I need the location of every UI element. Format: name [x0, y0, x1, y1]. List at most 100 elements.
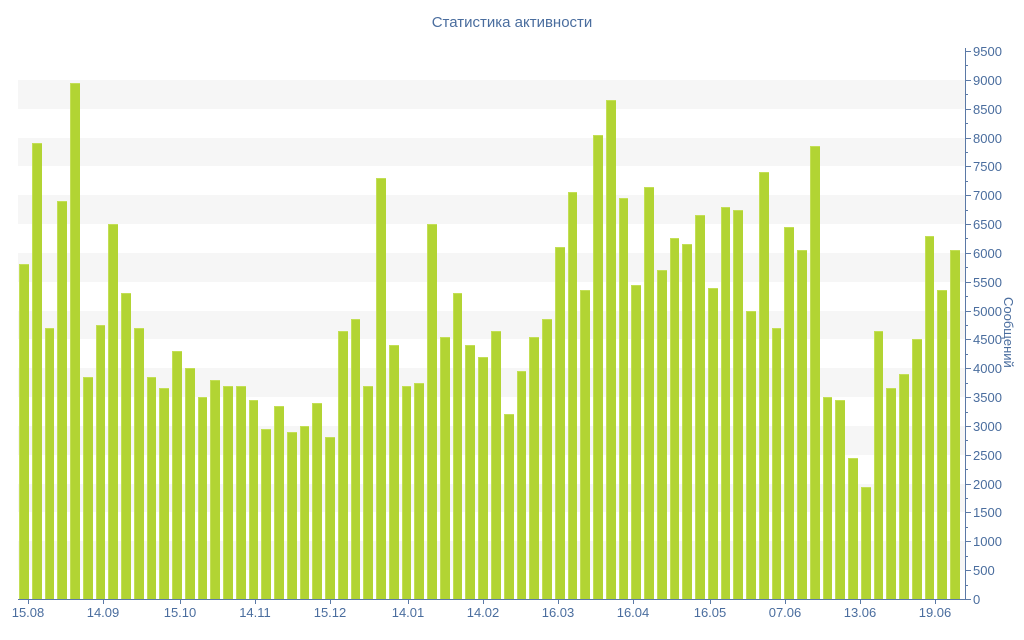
y-tick-label: 2500	[973, 447, 1002, 463]
bar[interactable]	[593, 134, 603, 599]
bar[interactable]	[44, 327, 55, 599]
y-tick	[965, 541, 971, 543]
y-tick-label: 1500	[973, 505, 1002, 521]
bar[interactable]	[911, 339, 922, 599]
x-tick	[408, 600, 409, 604]
bar[interactable]	[223, 385, 233, 599]
bar[interactable]	[478, 356, 488, 599]
bar[interactable]	[937, 290, 948, 599]
bar[interactable]	[248, 399, 259, 599]
bar[interactable]	[299, 425, 310, 599]
y-tick	[965, 79, 971, 81]
bar[interactable]	[108, 224, 119, 599]
bar[interactable]	[542, 319, 552, 599]
bar[interactable]	[184, 368, 195, 599]
bar[interactable]	[491, 330, 501, 599]
y-tick	[965, 108, 971, 110]
bar[interactable]	[235, 385, 246, 599]
bar[interactable]	[682, 244, 693, 599]
x-tick	[255, 600, 256, 604]
bar[interactable]	[172, 350, 182, 599]
bar[interactable]	[452, 293, 463, 599]
y-tick	[965, 123, 968, 125]
y-tick	[965, 180, 968, 182]
y-tick-label: 5500	[973, 274, 1002, 290]
bar[interactable]	[822, 397, 833, 599]
bar[interactable]	[618, 198, 629, 599]
bar[interactable]	[414, 382, 425, 599]
bar[interactable]	[465, 345, 476, 599]
y-tick	[965, 209, 968, 211]
bar[interactable]	[886, 388, 897, 599]
bar[interactable]	[31, 143, 42, 599]
bar[interactable]	[899, 374, 909, 599]
bar[interactable]	[733, 209, 744, 599]
y-tick	[965, 584, 968, 586]
bar[interactable]	[644, 186, 654, 599]
y-tick-label: 6500	[973, 217, 1002, 233]
y-tick-label: 9500	[973, 44, 1002, 59]
bar[interactable]	[631, 284, 642, 599]
bar[interactable]	[57, 200, 68, 599]
bar[interactable]	[656, 270, 667, 599]
bar[interactable]	[809, 146, 820, 599]
bar[interactable]	[388, 345, 399, 599]
y-axis-title: Сообщений	[1001, 297, 1016, 368]
bar[interactable]	[567, 192, 578, 599]
bar[interactable]	[261, 428, 272, 599]
x-tick-label: 13.06	[843, 605, 877, 620]
bar[interactable]	[554, 247, 565, 599]
bar[interactable]	[860, 486, 871, 599]
bar[interactable]	[848, 457, 858, 599]
bar[interactable]	[605, 100, 616, 599]
y-tick	[965, 368, 971, 370]
bar[interactable]	[873, 330, 884, 599]
bar[interactable]	[337, 330, 348, 599]
bar[interactable]	[784, 226, 795, 599]
bar[interactable]	[95, 325, 106, 599]
bar[interactable]	[121, 293, 131, 599]
y-tick	[965, 267, 968, 269]
bar[interactable]	[835, 399, 846, 599]
y-tick-label: 3500	[973, 390, 1002, 406]
y-tick	[965, 425, 971, 427]
bar[interactable]	[924, 235, 935, 599]
bar[interactable]	[771, 327, 782, 599]
bar[interactable]	[516, 371, 527, 599]
bar[interactable]	[197, 397, 208, 599]
bar[interactable]	[950, 250, 960, 599]
bar[interactable]	[669, 238, 680, 599]
bar[interactable]	[133, 327, 144, 599]
bar[interactable]	[325, 437, 335, 599]
bar[interactable]	[503, 414, 514, 599]
bar[interactable]	[363, 385, 374, 599]
bar[interactable]	[580, 290, 591, 599]
bar[interactable]	[695, 215, 705, 599]
y-tick	[965, 310, 971, 312]
y-tick-label: 1000	[973, 534, 1002, 550]
bar[interactable]	[70, 82, 80, 599]
bar[interactable]	[19, 264, 29, 599]
bar[interactable]	[797, 250, 807, 599]
bar[interactable]	[210, 379, 221, 599]
bar[interactable]	[274, 405, 284, 599]
grid-stripe	[18, 79, 965, 109]
bar[interactable]	[312, 402, 323, 599]
bar[interactable]	[758, 172, 769, 599]
bar[interactable]	[439, 336, 450, 599]
bar[interactable]	[82, 376, 93, 599]
bar[interactable]	[746, 310, 756, 599]
x-axis-line	[18, 599, 966, 600]
bar[interactable]	[376, 177, 386, 599]
y-tick-label: 4000	[973, 361, 1002, 377]
bar[interactable]	[427, 224, 437, 599]
bar[interactable]	[159, 388, 170, 599]
bar[interactable]	[401, 385, 412, 599]
bar[interactable]	[720, 206, 731, 599]
bar[interactable]	[146, 376, 157, 599]
bar[interactable]	[707, 287, 718, 599]
bar[interactable]	[529, 336, 540, 599]
x-tick-label: 14.02	[466, 605, 500, 620]
bar[interactable]	[286, 431, 297, 599]
bar[interactable]	[350, 319, 361, 599]
